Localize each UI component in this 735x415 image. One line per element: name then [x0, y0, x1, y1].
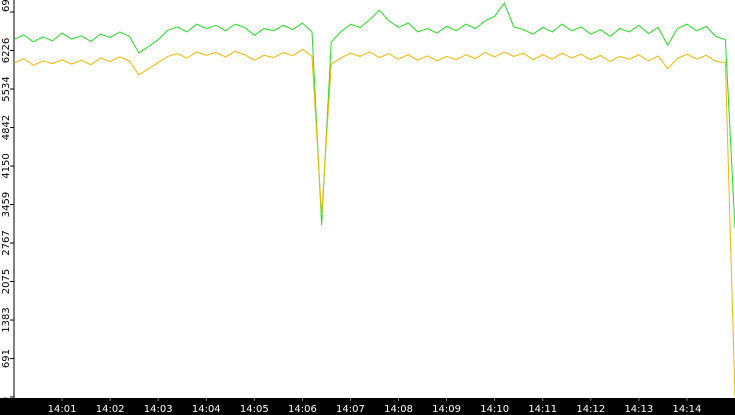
x-tick-label: 14:13	[624, 404, 653, 415]
y-tick-label: 4150	[1, 153, 12, 178]
y-tick-label: 6918	[1, 0, 12, 12]
x-tick-label: 14:12	[576, 404, 605, 415]
y-tick-label: 691	[1, 349, 12, 368]
x-tick-label: 14:07	[336, 404, 365, 415]
x-tick-label: 14:10	[480, 404, 509, 415]
y-tick-label: 2767	[1, 230, 12, 255]
x-tick-label: 14:11	[528, 404, 557, 415]
x-tick-label: 14:05	[240, 404, 269, 415]
y-tick-label: 2075	[1, 269, 12, 294]
x-tick-label: 14:08	[384, 404, 413, 415]
x-tick-label: 14:09	[432, 404, 461, 415]
x-tick-label: 14:14	[673, 404, 702, 415]
series-line	[13, 1, 735, 229]
x-tick-label: 14:03	[144, 404, 173, 415]
y-tick-label: 1383	[1, 307, 12, 332]
x-tick-label: 14:02	[96, 404, 125, 415]
x-tick-label: 14:06	[288, 404, 317, 415]
y-tick-label: 4842	[1, 115, 12, 140]
series-line	[13, 48, 735, 398]
time-axis-band	[0, 398, 735, 415]
x-tick-label: 14:04	[192, 404, 221, 415]
y-tick-label: 0	[1, 397, 12, 403]
y-tick-label: 5534	[1, 76, 12, 101]
y-tick-label: 3459	[1, 192, 12, 217]
x-tick-label: 14:01	[48, 404, 77, 415]
y-tick-label: 6226	[1, 38, 12, 63]
